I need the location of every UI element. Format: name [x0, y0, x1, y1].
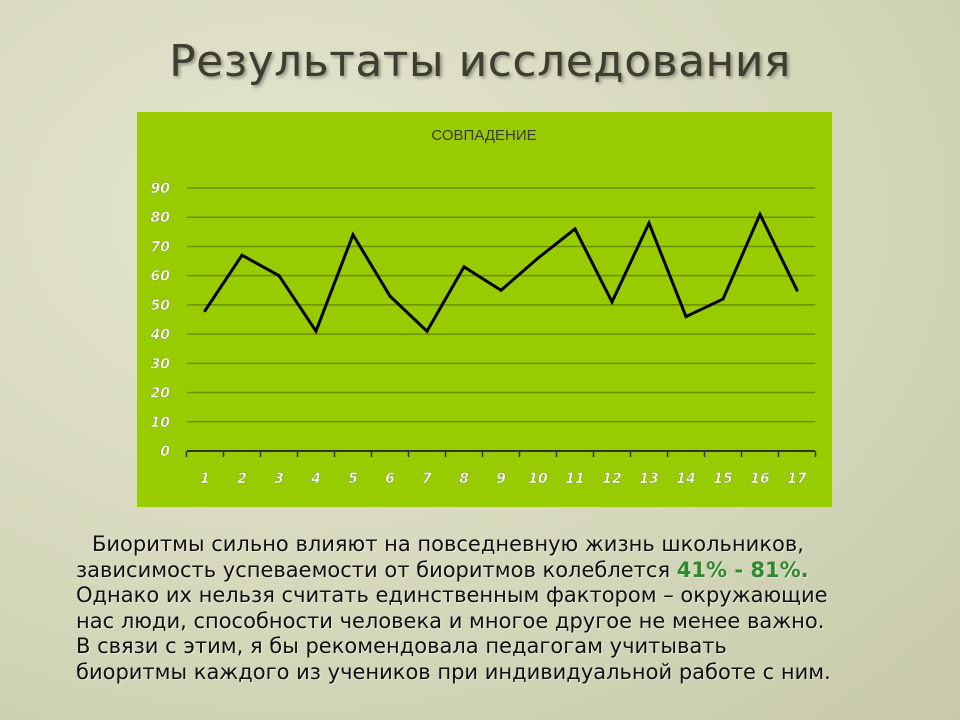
paragraph-line-2-text: зависимость успеваемости от биоритмов ко… [76, 557, 677, 582]
data-point [203, 309, 207, 313]
percent-range-highlight: 41% - 81%. [676, 557, 809, 582]
y-tick-label: 0 [160, 444, 170, 460]
chart-panel: СОВПАДЕНИЕ 0 10 20 30 40 50 60 70 80 90 1 2 3 4 5 6 7 8 9 10… [137, 112, 832, 507]
paragraph-line-4: нас люди, способности человека и многое … [76, 608, 825, 633]
x-tick-label: 14 [676, 471, 695, 487]
x-tick-label: 12 [602, 471, 621, 487]
paragraph-line-5: В связи с этим, я бы рекомендовала педаг… [76, 634, 727, 658]
y-tick-label: 60 [151, 269, 171, 285]
x-tick-label: 1 [200, 471, 210, 487]
data-point [610, 300, 614, 304]
data-point [573, 227, 577, 231]
y-tick-label: 50 [151, 298, 171, 314]
y-tick-label: 70 [151, 239, 171, 255]
x-tick-label: 2 [237, 471, 247, 487]
x-tick-label: 8 [459, 471, 469, 487]
data-point [684, 315, 688, 319]
x-tick-label: 5 [348, 471, 358, 487]
data-point [721, 297, 725, 301]
x-tick-label: 6 [385, 471, 395, 487]
data-point [536, 256, 540, 260]
data-point [462, 265, 466, 269]
body-paragraph: Биоритмы сильно влияют на повседневную ж… [76, 532, 936, 685]
x-tick-label: 9 [496, 471, 506, 487]
x-tick-label: 15 [713, 471, 733, 487]
data-point [647, 221, 651, 225]
paragraph-line-1: Биоритмы сильно влияют на повседневную ж… [92, 532, 804, 556]
data-point [499, 288, 503, 292]
x-tick-label: 17 [787, 471, 807, 487]
y-tick-label: 30 [151, 356, 171, 372]
paragraph-line-2: зависимость успеваемости от биоритмов ко… [76, 558, 936, 584]
data-point [314, 329, 318, 333]
x-tick-label: 4 [310, 471, 321, 487]
data-point [795, 288, 799, 292]
slide-title: Результаты исследования [169, 36, 791, 87]
x-tick-label: 11 [565, 471, 584, 487]
x-tick-label: 7 [422, 471, 432, 487]
chart-title: СОВПАДЕНИЕ [431, 127, 536, 144]
series-line [203, 210, 799, 335]
data-point [351, 233, 355, 237]
data-point [240, 253, 244, 257]
data-point [425, 329, 429, 333]
data-point [758, 212, 762, 216]
y-tick-label: 20 [151, 386, 171, 402]
x-tick-label: 13 [639, 471, 658, 487]
data-point [277, 274, 281, 278]
y-tick-label: 10 [151, 415, 171, 431]
paragraph-line-6: биоритмы каждого из учеников при индивид… [76, 659, 831, 684]
paragraph-line-3: Однако их нельзя считать единственным фа… [76, 583, 828, 607]
y-tick-label: 80 [151, 210, 171, 226]
x-tick-label: 3 [274, 471, 284, 487]
data-point [388, 294, 392, 298]
y-tick-label: 90 [151, 181, 171, 197]
y-tick-label: 40 [150, 327, 171, 343]
x-tick-label: 10 [528, 471, 548, 487]
x-tick-label: 16 [750, 471, 770, 487]
